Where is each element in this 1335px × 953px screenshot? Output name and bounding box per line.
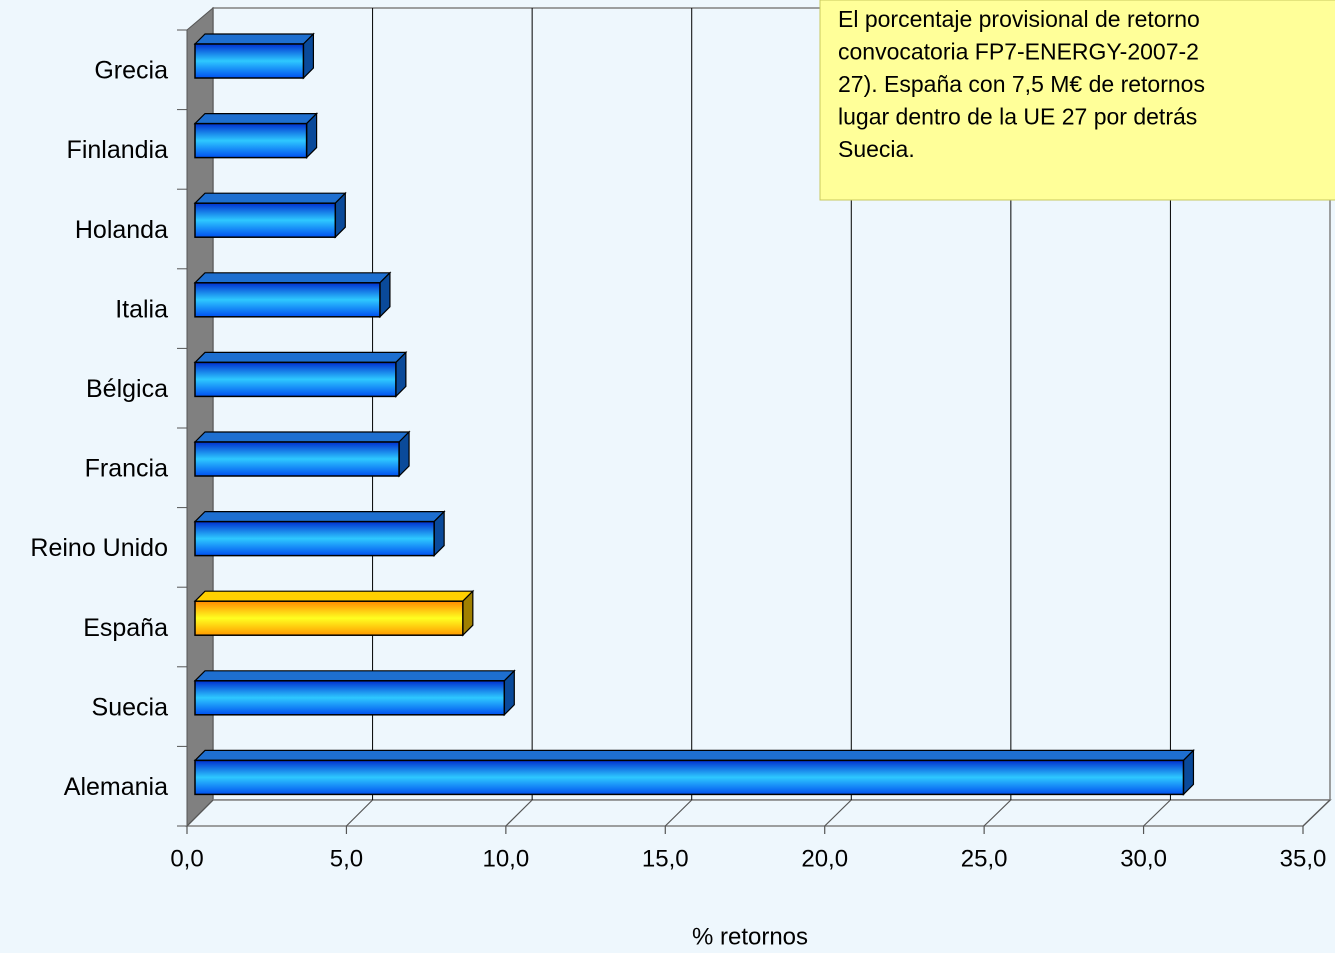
x-tick-label: 10,0: [482, 845, 529, 872]
x-tick: [664, 799, 693, 827]
x-tick: [186, 799, 214, 827]
x-tick: [824, 799, 852, 827]
bar: [194, 361, 397, 398]
x-tick: [505, 799, 533, 827]
annotation-text: El porcentaje provisional de retorno conv…: [838, 6, 1205, 162]
bar: [194, 202, 337, 238]
bar-top: [193, 590, 475, 602]
annotation-line: lugar dentro de la UE 27 por detrás: [838, 104, 1197, 130]
x-tick-label: 20,0: [801, 845, 848, 872]
annotation: [819, 0, 1335, 201]
bar-top: [193, 192, 347, 204]
x-tick-label: 5,0: [330, 845, 363, 872]
floor: [185, 799, 1332, 827]
bar-top: [193, 670, 516, 682]
bars: [193, 32, 1195, 796]
y-tick-label: Italia: [115, 295, 168, 323]
bar-top: [193, 33, 315, 45]
x-tick-label: 30,0: [1120, 845, 1167, 872]
y-tick-label: Suecia: [92, 693, 169, 721]
bar: [194, 43, 305, 79]
y-tick-label: España: [83, 614, 168, 642]
annotation-line: 27). España con 7,5 M€ de retornos: [838, 71, 1205, 97]
y-tick-label: Alemania: [64, 773, 168, 801]
x-tick-label: 0,0: [170, 845, 203, 872]
bar: [194, 600, 464, 636]
bar-top: [193, 749, 1195, 762]
x-tick: [1143, 799, 1171, 827]
bar: [194, 520, 435, 557]
x-tick-label: 25,0: [961, 845, 1008, 872]
x-tick-label: 35,0: [1280, 845, 1327, 872]
bar: [194, 759, 1185, 796]
x-tick: [983, 799, 1012, 827]
grid: 0,0 5,0 10,0 15,0 20,0 25,0 30,0 35,0 Grecia Finl…: [30, 8, 1331, 872]
bar: [194, 680, 506, 716]
y-tick-label: Reino Unido: [30, 534, 168, 562]
x-axis-label: % retornos: [692, 923, 808, 950]
annotation-line: convocatoria FP7-ENERGY-2007-2: [838, 39, 1199, 65]
bar-top: [193, 272, 392, 284]
annotation-line: Suecia.: [838, 136, 915, 162]
bar-top: [193, 511, 446, 523]
bar: [194, 441, 400, 477]
annotation-line: El porcentaje provisional de retorno: [838, 6, 1200, 32]
bar: [194, 122, 308, 159]
y-tick-label: Grecia: [94, 57, 168, 85]
bar-top: [193, 351, 408, 363]
x-tick-label: 15,0: [642, 845, 689, 872]
bar: [194, 282, 381, 318]
y-tick-label: Holanda: [75, 216, 168, 244]
annotation-box: [819, 0, 1335, 201]
y-tick-label: Bélgica: [86, 375, 168, 403]
x-tick: [1302, 799, 1331, 827]
bar-top: [193, 431, 411, 443]
y-tick-label: Francia: [85, 455, 168, 483]
x-tick: [346, 799, 373, 827]
bar-top: [193, 112, 319, 125]
y-tick-label: Finlandia: [67, 136, 169, 164]
